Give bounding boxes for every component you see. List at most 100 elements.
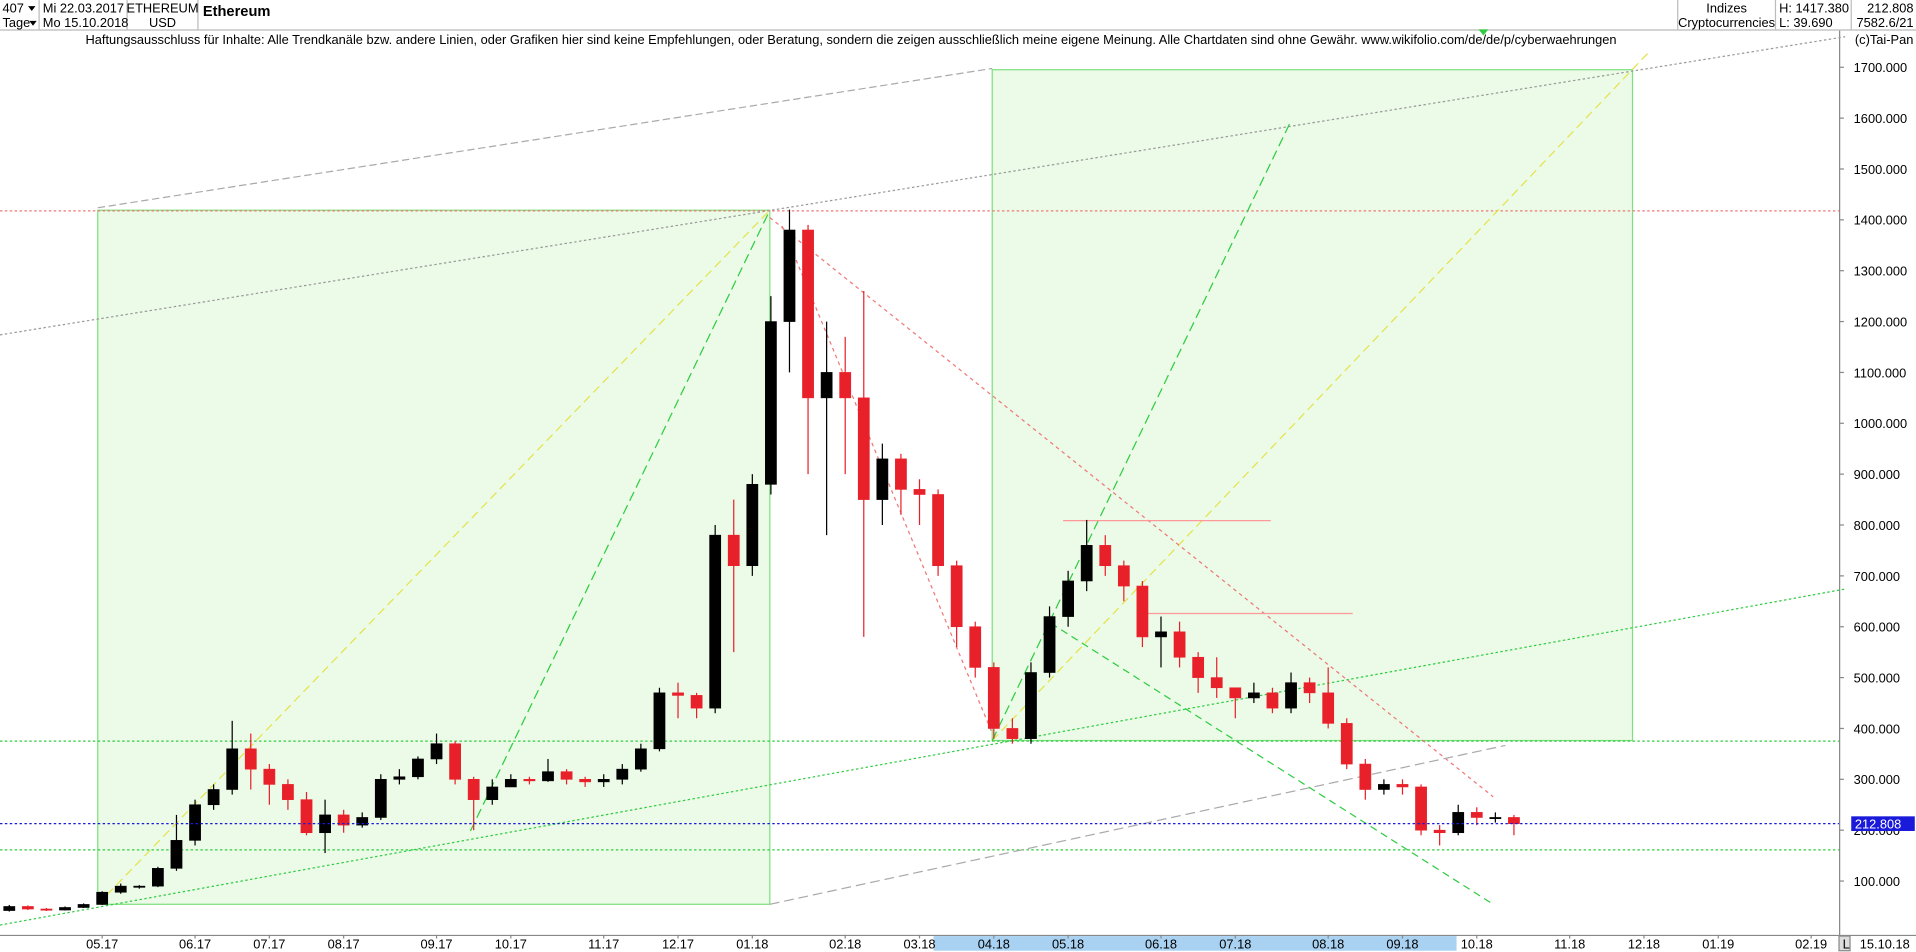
x-tick-label: 10.17 bbox=[495, 936, 527, 951]
candle-body bbox=[969, 626, 982, 668]
candle-body bbox=[876, 458, 889, 500]
trend-line bbox=[769, 217, 1494, 798]
trend-line bbox=[97, 67, 993, 209]
copyright: (c)Tai-Pan bbox=[1855, 32, 1913, 47]
candle-body bbox=[430, 743, 443, 760]
x-tick-label: 02.19 bbox=[1795, 936, 1827, 951]
candle-body bbox=[1155, 631, 1167, 638]
candle-body bbox=[1117, 565, 1130, 587]
candle-body bbox=[1062, 580, 1074, 617]
scroll-button[interactable] bbox=[1838, 935, 1851, 952]
candle-body bbox=[59, 907, 71, 911]
currency: USD bbox=[149, 15, 176, 30]
x-tick-label: 12.17 bbox=[662, 936, 694, 951]
date-to: Mo 15.10.2018 bbox=[43, 15, 129, 30]
y-tick-label: 1000.000 bbox=[1854, 416, 1908, 431]
candle-body bbox=[727, 534, 740, 567]
candle-body bbox=[282, 784, 294, 800]
y-tick-label: 1200.000 bbox=[1854, 314, 1908, 329]
candle-body bbox=[913, 489, 926, 495]
last-price-box bbox=[1851, 816, 1915, 831]
marker bbox=[1478, 29, 1489, 36]
x-tick-label: 10.18 bbox=[1461, 936, 1493, 951]
y-tick-label: 1600.000 bbox=[1854, 111, 1908, 126]
candle-body bbox=[1247, 692, 1260, 699]
dropdown-arrow[interactable] bbox=[28, 6, 36, 12]
y-tick-label: 1500.000 bbox=[1854, 162, 1908, 177]
candle-body bbox=[1006, 728, 1019, 739]
candle-body bbox=[802, 229, 814, 399]
candle-body bbox=[1080, 545, 1093, 582]
last-price-label: 212.808 bbox=[1855, 817, 1901, 832]
disclaimer: Haftungsausschluss für Inhalte: Alle Tre… bbox=[86, 32, 1617, 47]
last: 212.808 bbox=[1867, 0, 1913, 15]
candle-body bbox=[152, 868, 164, 887]
x-tick-label: 07.18 bbox=[1219, 936, 1251, 951]
candle-body bbox=[467, 779, 480, 800]
chart-title: Ethereum bbox=[203, 4, 271, 20]
y-tick-label: 800.000 bbox=[1854, 518, 1900, 533]
candle-body bbox=[1433, 829, 1446, 834]
mode[interactable]: L bbox=[1843, 936, 1850, 951]
candle-body bbox=[1136, 585, 1149, 638]
period[interactable]: Tage bbox=[2, 15, 30, 30]
candle-body bbox=[1173, 631, 1186, 658]
candle-body bbox=[932, 494, 944, 567]
candle-body bbox=[950, 565, 963, 628]
drawings bbox=[0, 36, 1846, 926]
candle-body bbox=[3, 906, 16, 911]
candle-body bbox=[1415, 786, 1427, 831]
candle-body bbox=[244, 748, 257, 770]
x-tick-label: 03.18 bbox=[903, 936, 935, 951]
candle-body bbox=[356, 817, 369, 826]
y-tick-label: 400.000 bbox=[1854, 721, 1900, 736]
candle-body bbox=[783, 229, 796, 322]
candle-body bbox=[300, 799, 313, 834]
candle-body bbox=[1266, 692, 1279, 709]
y-tick-label: 700.000 bbox=[1854, 569, 1900, 584]
candle-body bbox=[765, 321, 777, 485]
candle-body bbox=[634, 748, 647, 770]
y-tick-label: 100.000 bbox=[1854, 874, 1900, 889]
x-tick-label: 09.17 bbox=[420, 936, 452, 951]
candle-body bbox=[1322, 692, 1335, 724]
candle-body bbox=[1025, 672, 1037, 739]
candle-body bbox=[226, 748, 239, 790]
box bbox=[97, 209, 771, 905]
count[interactable]: 407 bbox=[2, 0, 23, 15]
candle-body bbox=[133, 885, 146, 888]
fan-line bbox=[469, 209, 771, 832]
candle-body bbox=[189, 804, 201, 841]
x-tick-label: 05.18 bbox=[1052, 936, 1084, 951]
candle-body bbox=[542, 771, 554, 782]
range-highlight bbox=[933, 936, 1457, 951]
candle-body bbox=[504, 779, 517, 788]
candle-body bbox=[170, 840, 183, 869]
candle-body bbox=[709, 534, 722, 709]
candle-body bbox=[263, 768, 276, 785]
header: 407 Mi 22.03.2017 Tage Mo 15.10.2018 ETH… bbox=[0, 0, 1916, 47]
candle-body bbox=[746, 484, 759, 567]
candle-body bbox=[895, 458, 907, 490]
candle-body bbox=[96, 891, 109, 905]
candle-body bbox=[486, 786, 499, 800]
symbol: ETHEREUM bbox=[127, 0, 199, 15]
candle-body bbox=[579, 779, 592, 783]
candle-body bbox=[1099, 545, 1112, 567]
y-tick-label: 900.000 bbox=[1854, 467, 1900, 482]
candle-body bbox=[560, 771, 573, 780]
candle-body bbox=[1489, 817, 1502, 819]
y-tick-label: 1100.000 bbox=[1854, 365, 1907, 380]
y-tick-label: 600.000 bbox=[1854, 620, 1900, 635]
trend-line bbox=[769, 744, 1506, 905]
candle-body bbox=[1452, 812, 1465, 834]
dropdown-arrow[interactable] bbox=[29, 20, 37, 26]
x-tick-label: 04.18 bbox=[978, 936, 1010, 951]
x-tick-label: 08.18 bbox=[1312, 936, 1344, 951]
index: 7582.6/21 bbox=[1856, 15, 1913, 30]
candle-body bbox=[1359, 763, 1372, 790]
candle-body bbox=[1508, 817, 1520, 824]
candle-body bbox=[820, 372, 833, 399]
